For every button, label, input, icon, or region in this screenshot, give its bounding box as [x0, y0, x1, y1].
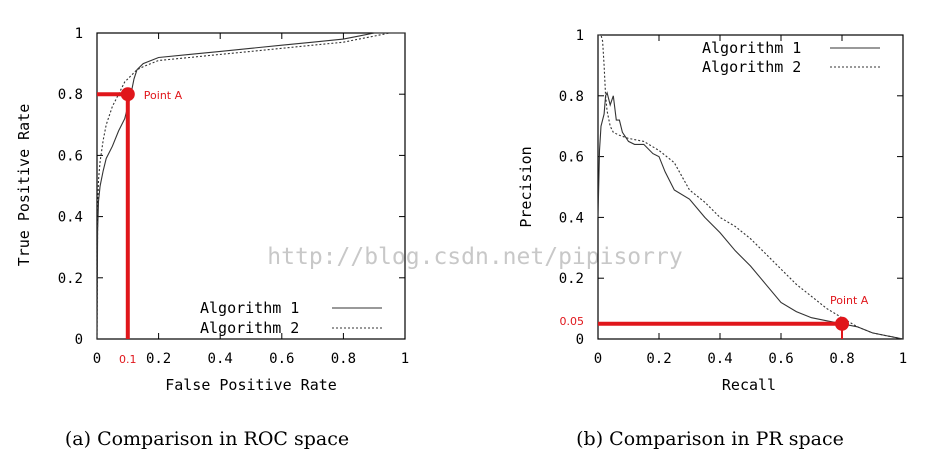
pr-legend-label-1: Algorithm 1 — [702, 39, 801, 57]
pr-x-tick-label: 0.8 — [829, 351, 854, 367]
roc-y-tick-label: 0.4 — [58, 210, 83, 226]
roc-legend-label-2: Algorithm 2 — [200, 319, 299, 337]
roc-series-1-line — [96, 32, 405, 340]
pr-series-1-line — [597, 91, 904, 340]
roc-series-2-line — [96, 32, 405, 340]
roc-caption: (a) Comparison in ROC space — [65, 428, 349, 450]
pr-legend-label-2: Algorithm 2 — [702, 58, 801, 76]
pr-y-tick-label: 0.4 — [559, 210, 584, 226]
roc-legend-label-1: Algorithm 1 — [200, 299, 299, 317]
pr-x-tick-label: 0.6 — [768, 351, 793, 367]
pr-point-a-label: Point A — [830, 294, 869, 307]
roc-x-tick-label: 0.6 — [269, 351, 294, 367]
pr-x-tick-label: 0.4 — [707, 351, 732, 367]
pr-x-tick-label: 0 — [594, 351, 602, 367]
roc-x-tick-label: 0.2 — [146, 351, 171, 367]
pr-x-axis-label: Recall — [722, 376, 776, 394]
roc-plot-frame — [96, 32, 406, 340]
pr-series-2-line — [598, 34, 904, 340]
roc-y-axis-label: True Positive Rate — [15, 104, 33, 267]
roc-y-tick-label: 0.8 — [58, 87, 83, 103]
roc-x-tick-label: 1 — [401, 351, 409, 367]
roc-y-tick-label: 0 — [75, 332, 83, 348]
roc-chart: (a) Comparison in ROC space False Positi… — [15, 26, 409, 450]
pr-point-a-marker — [835, 316, 849, 331]
roc-y-tick-label: 1 — [75, 26, 83, 42]
pr-y-tick-label: 1 — [576, 28, 584, 44]
pr-caption: (b) Comparison in PR space — [576, 428, 844, 450]
roc-y-tick-label: 0.6 — [58, 148, 83, 164]
roc-y-tick-label: 0.2 — [58, 271, 83, 287]
pr-x-tick-label: 1 — [899, 351, 907, 367]
pr-y-axis-label: Precision — [517, 146, 535, 227]
roc-x-tick-label: 0 — [93, 351, 101, 367]
pr-y-tick-label: 0.2 — [559, 271, 584, 287]
pr-x-tick-label: 0.2 — [646, 351, 671, 367]
roc-point-a-label: Point A — [144, 89, 183, 102]
pr-point-a-y-value: 0.05 — [560, 315, 585, 328]
watermark-text: http://blog.csdn.net/pipisorry — [267, 244, 682, 270]
pr-y-tick-label: 0.6 — [559, 150, 584, 166]
roc-x-tick-label: 0.4 — [208, 351, 233, 367]
roc-point-a-marker — [120, 87, 135, 102]
roc-x-tick-label: 0.8 — [331, 351, 356, 367]
pr-chart: (b) Comparison in PR space Recall Precis… — [517, 28, 907, 450]
pr-plot-frame — [597, 34, 904, 340]
roc-x-axis-label: False Positive Rate — [165, 376, 337, 394]
pr-y-tick-label: 0.8 — [559, 89, 584, 105]
pr-y-tick-label: 0 — [576, 332, 584, 348]
roc-point-a-x-value: 0.1 — [119, 353, 137, 366]
